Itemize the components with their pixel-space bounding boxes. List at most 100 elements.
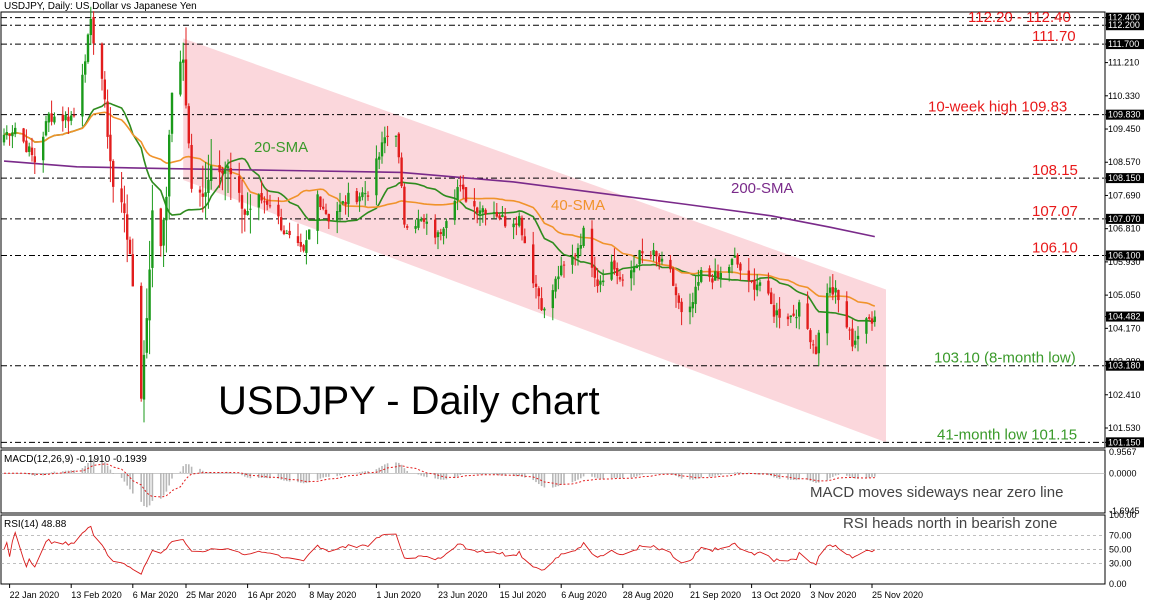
y-tick-label: 108.150 xyxy=(1108,173,1141,183)
macd-panel xyxy=(0,449,1106,514)
candle-body xyxy=(826,292,829,334)
candle-body xyxy=(635,265,638,269)
candle-body xyxy=(453,200,456,221)
y-tick-label: 108.570 xyxy=(1108,157,1141,167)
candle-body xyxy=(786,316,790,320)
x-tick-label: 23 Jun 2020 xyxy=(438,590,488,600)
candle-body xyxy=(484,209,487,215)
candle-body xyxy=(322,206,325,209)
candle-body xyxy=(478,210,482,214)
candle-body xyxy=(380,142,384,157)
level-label: 106.10 xyxy=(1032,239,1078,256)
candle-body xyxy=(47,113,50,123)
bearish-channel xyxy=(183,38,886,443)
candle-body xyxy=(378,156,381,160)
candle-body xyxy=(520,217,524,236)
candle-body xyxy=(865,318,868,334)
candle-body xyxy=(638,250,641,265)
candle-body xyxy=(182,59,185,63)
candle-body xyxy=(179,61,182,95)
candle-body xyxy=(22,128,25,142)
candle-body xyxy=(728,266,731,273)
level-label: 111.70 xyxy=(1032,28,1076,45)
rsi-tick-label: 70.00 xyxy=(1109,531,1132,541)
rsi-header: RSI(14) 48.88 xyxy=(4,519,67,530)
candle-body xyxy=(582,227,585,246)
x-tick-label: 28 Aug 2020 xyxy=(623,590,674,600)
candle-body xyxy=(688,306,692,313)
candle-body xyxy=(434,219,437,238)
candle-body xyxy=(739,263,742,271)
candle-body xyxy=(422,218,426,222)
rsi-line xyxy=(3,525,876,575)
candle-body xyxy=(257,194,260,208)
rsi-label: RSI heads north in bearish zone xyxy=(843,515,1057,532)
candle-body xyxy=(518,216,521,226)
candle-body xyxy=(795,317,798,319)
candle-body xyxy=(756,284,759,291)
candle-body xyxy=(456,187,459,201)
chart-title: USDJPY - Daily chart xyxy=(218,379,600,423)
candle-body xyxy=(8,134,11,136)
candle-body xyxy=(691,302,694,309)
date-axis: 22 Jan 2020 13 Feb 2020 6 Mar 2020 25 Mar 2… xyxy=(9,584,923,600)
candle-body xyxy=(347,192,350,205)
candle-body xyxy=(229,168,232,175)
candle-body xyxy=(632,266,636,273)
candle-body xyxy=(112,161,115,187)
candle-body xyxy=(504,216,507,227)
candle-body xyxy=(33,156,36,163)
candle-body xyxy=(669,259,672,270)
y-tick-label: 111.700 xyxy=(1108,39,1139,49)
candle-body xyxy=(473,201,476,207)
candle-body xyxy=(81,74,84,117)
candle-body xyxy=(445,221,448,228)
candle-body xyxy=(562,264,566,266)
candle-body xyxy=(772,305,776,317)
candle-body xyxy=(67,116,70,122)
candle-body xyxy=(560,265,563,276)
candle-body xyxy=(476,207,479,213)
candle-body xyxy=(280,217,283,231)
candle-body xyxy=(579,245,582,249)
candle-body xyxy=(207,179,210,193)
candle-body xyxy=(221,170,224,174)
level-label: 108.15 xyxy=(1032,162,1078,179)
candle-body xyxy=(697,282,700,286)
candle-body xyxy=(845,301,848,328)
candle-body xyxy=(540,298,543,311)
candle-body xyxy=(70,115,73,121)
candle-body xyxy=(630,270,633,279)
y-tick-label: 109.830 xyxy=(1108,110,1141,120)
candle-body xyxy=(576,247,580,258)
level-label: 112.20 - 112.40 xyxy=(968,9,1071,26)
candle-body xyxy=(86,34,90,62)
candle-body xyxy=(599,280,602,285)
candle-body xyxy=(616,268,619,276)
candle-body xyxy=(84,61,87,75)
candle-body xyxy=(44,121,48,136)
candle-body xyxy=(165,196,168,221)
candle-body xyxy=(658,256,661,263)
candle-body xyxy=(621,279,624,281)
candle-body xyxy=(789,315,792,318)
candle-body xyxy=(719,272,722,279)
y-tick-label: 110.330 xyxy=(1108,91,1140,101)
candle-body xyxy=(5,131,8,136)
candle-body xyxy=(210,165,213,181)
candle-body xyxy=(338,204,342,212)
x-tick-label: 25 Nov 2020 xyxy=(872,590,923,600)
candle-body xyxy=(2,134,6,143)
candle-body xyxy=(246,210,249,216)
candle-body xyxy=(747,270,750,281)
candle-body xyxy=(305,240,308,253)
candle-body xyxy=(260,193,263,201)
candle-body xyxy=(613,260,616,270)
candle-body xyxy=(711,278,714,283)
candle-body xyxy=(120,188,123,203)
candle-body xyxy=(537,288,540,297)
y-tick-tag xyxy=(1106,12,1144,23)
y-tick-tag xyxy=(1106,39,1144,50)
candle-body xyxy=(302,245,305,251)
